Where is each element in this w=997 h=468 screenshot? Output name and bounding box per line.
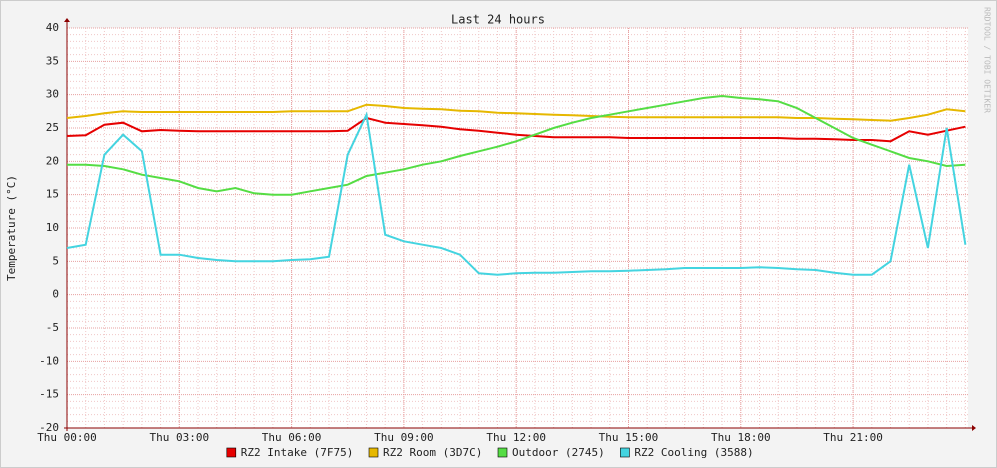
y-axis-label: Temperature (°C) <box>5 175 18 281</box>
x-tick-label: Thu 15:00 <box>599 431 659 444</box>
legend-swatch <box>226 447 237 458</box>
x-tick-label: Thu 21:00 <box>823 431 883 444</box>
y-tick-label: -15 <box>39 388 59 401</box>
x-tick-label: Thu 18:00 <box>711 431 771 444</box>
axis-arrow <box>972 425 976 431</box>
y-tick-label: 10 <box>46 221 59 234</box>
y-tick-label: 40 <box>46 21 59 34</box>
legend-swatch <box>497 447 508 458</box>
x-tick-label: Thu 09:00 <box>374 431 434 444</box>
x-tick-label: Thu 06:00 <box>262 431 322 444</box>
y-tick-label: 30 <box>46 88 59 101</box>
y-tick-label: 0 <box>52 288 59 301</box>
legend-swatch <box>368 447 379 458</box>
y-tick-label: -5 <box>46 321 59 334</box>
x-tick-label: Thu 00:00 <box>37 431 97 444</box>
line-series <box>66 116 966 143</box>
line-series <box>67 94 966 196</box>
x-tick-label: Thu 03:00 <box>149 431 209 444</box>
chart-title: Last 24 hours <box>451 13 545 27</box>
legend-label: Outdoor (2745) <box>512 446 605 459</box>
y-tick-label: 5 <box>52 254 59 267</box>
y-tick-label: 35 <box>46 54 59 67</box>
legend-label: RZ2 Cooling (3588) <box>634 446 753 459</box>
y-tick-label: 20 <box>46 154 59 167</box>
axis-arrow <box>64 18 70 22</box>
y-tick-label: 15 <box>46 188 59 201</box>
y-tick-label: -10 <box>39 354 59 367</box>
y-tick-label: -20 <box>39 421 59 434</box>
watermark: RRDTOOL / TOBI OETIKER <box>983 7 992 113</box>
x-tick-label: Thu 12:00 <box>486 431 546 444</box>
legend-label: RZ2 Room (3D7C) <box>383 446 482 459</box>
y-tick-label: 25 <box>46 121 59 134</box>
legend-label: RZ2 Intake (7F75) <box>241 446 354 459</box>
legend-swatch <box>620 447 630 458</box>
line-series <box>66 111 967 276</box>
